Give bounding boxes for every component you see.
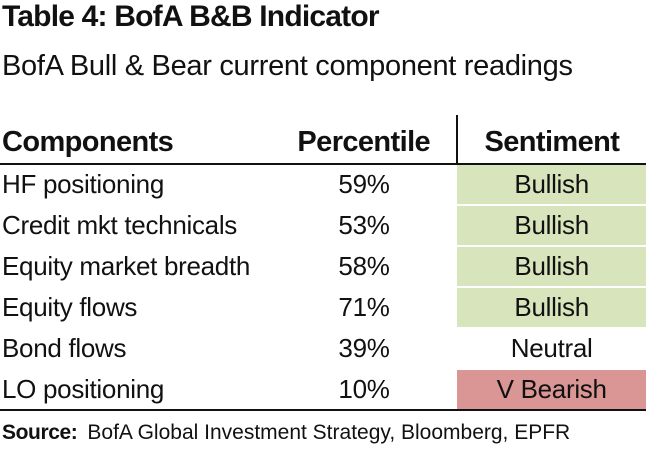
table-title: Table 4: BofA B&B Indicator (2, 0, 380, 33)
table-row: Equity flows 71% Bullish (0, 286, 646, 328)
component-percentile: 58% (271, 245, 457, 287)
component-name: Equity market breadth (0, 245, 272, 287)
component-percentile: 71% (271, 286, 457, 328)
components-table: Components Percentile Sentiment HF posit… (0, 115, 646, 411)
component-name: Credit mkt technicals (0, 204, 272, 246)
component-sentiment: Bullish (456, 286, 646, 328)
component-sentiment: V Bearish (456, 368, 646, 411)
component-percentile: 59% (338, 169, 390, 199)
table-row: Equity market breadth 58% Bullish (0, 245, 646, 287)
component-name: HF positioning (2, 169, 164, 199)
table-row: LO positioning 10% V Bearish (0, 368, 646, 411)
component-sentiment: Bullish (456, 204, 646, 246)
header-sentiment: Sentiment (455, 115, 646, 165)
component-percentile: 39% (271, 327, 457, 369)
component-sentiment: Bullish (456, 164, 646, 205)
table-row: Credit mkt technicals 53% Bullish (0, 204, 646, 246)
table-row: Bond flows 39% Neutral (0, 327, 646, 369)
component-name: Bond flows (0, 327, 272, 369)
component-name: LO positioning (0, 368, 272, 411)
source-label: Source: (2, 421, 78, 444)
table-subtitle: BofA Bull & Bear current component readi… (2, 50, 573, 82)
source-text: BofA Global Investment Strategy, Bloombe… (87, 421, 571, 444)
component-name: Equity flows (0, 286, 272, 328)
table-row: HF positioning 59% Bullish (0, 164, 646, 205)
source-note: Source: BofA Global Investment Strategy, … (2, 421, 570, 445)
header-percentile: Percentile (271, 115, 457, 165)
table-header-row: Components Percentile Sentiment (0, 115, 646, 165)
header-components: Components (0, 115, 272, 165)
component-percentile: 10% (271, 368, 457, 411)
component-percentile: 53% (271, 204, 457, 246)
component-sentiment: Neutral (456, 327, 646, 369)
component-sentiment: Bullish (456, 245, 646, 287)
